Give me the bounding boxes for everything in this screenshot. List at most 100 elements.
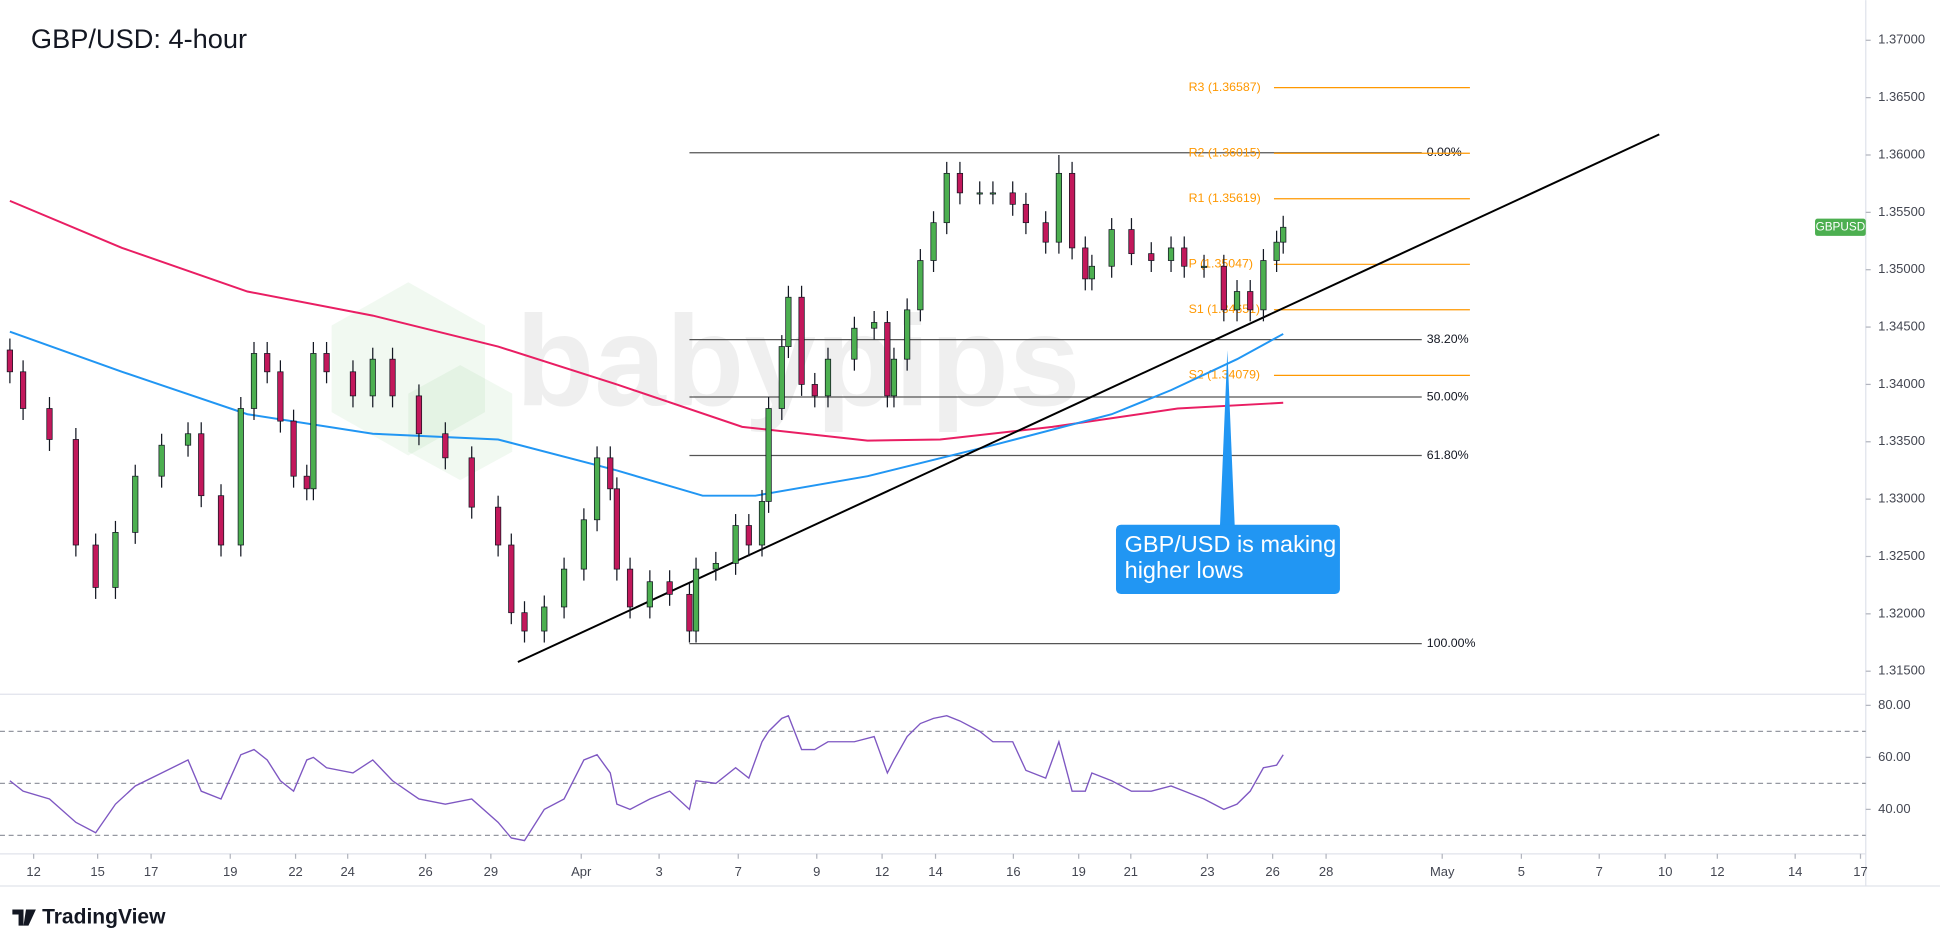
y-tick-label: 1.32000	[1878, 605, 1925, 620]
callout-box	[1115, 524, 1340, 595]
candle-body	[415, 395, 423, 435]
candle-body	[613, 488, 620, 570]
candle-body	[1009, 192, 1016, 205]
x-tick-label: 22	[288, 864, 302, 879]
x-tick-label: May	[1430, 864, 1455, 879]
y-tick-label: 80.00	[1878, 697, 1911, 712]
x-tick-label: 28	[1319, 864, 1333, 879]
x-tick-label: 26	[418, 864, 432, 879]
candle-body	[1260, 260, 1267, 311]
brand-name: TradingView	[42, 906, 166, 929]
candle-body	[264, 353, 271, 373]
x-tick-label: 14	[928, 864, 942, 879]
candle-body	[1247, 291, 1254, 311]
candle-body	[184, 433, 192, 446]
candle-body	[442, 433, 449, 459]
x-tick-label: 21	[1124, 864, 1138, 879]
y-tick-label: 1.33000	[1878, 491, 1925, 506]
candle-body	[1220, 265, 1227, 311]
candle-body	[560, 568, 568, 608]
y-tick-label: 1.31500	[1878, 663, 1925, 678]
brand-icon-dot	[25, 909, 31, 915]
x-tick-label: 17	[144, 864, 158, 879]
candle-body	[495, 506, 502, 546]
candle-body	[1108, 229, 1115, 267]
x-tick-label: Apr	[571, 864, 592, 879]
x-tick-label: 23	[1200, 864, 1214, 879]
candle-body	[277, 371, 284, 422]
candle-body	[851, 327, 858, 360]
candle-body	[692, 568, 700, 632]
candle-body	[468, 457, 475, 508]
watermark-hex	[408, 365, 513, 481]
candle-body	[1055, 172, 1062, 243]
callout-arrow	[1219, 350, 1235, 528]
candle-body	[976, 192, 983, 195]
candle-body	[46, 408, 53, 440]
pivot-label: R2 (1.36015)	[1189, 146, 1261, 160]
candle-body	[956, 172, 964, 194]
candle-body	[798, 296, 805, 385]
y-tick-label: 1.34500	[1878, 319, 1925, 334]
candle-body	[508, 544, 515, 614]
y-tick-label: 1.33500	[1878, 433, 1925, 448]
y-tick-label: 1.36500	[1878, 89, 1925, 104]
y-tick-label: 1.36000	[1878, 146, 1925, 161]
candle-body	[1068, 172, 1076, 249]
candle-body	[811, 384, 818, 397]
pivot-label: R1 (1.35619)	[1189, 191, 1261, 205]
candle-body	[778, 346, 785, 409]
x-tick-label: 9	[813, 864, 820, 879]
candle-body	[72, 439, 79, 546]
y-tick-label: 1.32500	[1878, 548, 1925, 563]
candle-body	[884, 322, 891, 397]
candle-body	[593, 457, 601, 521]
candle-body	[917, 260, 924, 311]
x-tick-label: 5	[1518, 864, 1525, 879]
candle-body	[745, 525, 752, 546]
x-tick-label: 14	[1788, 864, 1802, 879]
callout-text: higher lows	[1125, 557, 1244, 583]
candle-body	[930, 222, 937, 261]
candle-body	[1042, 222, 1049, 243]
x-tick-label: 15	[90, 864, 104, 879]
x-tick-label: 12	[875, 864, 889, 879]
x-tick-label: 26	[1265, 864, 1279, 879]
candle-body	[1273, 241, 1280, 261]
x-tick-label: 24	[340, 864, 354, 879]
candle-body	[112, 532, 119, 588]
candle-body	[871, 322, 878, 329]
candle-body	[323, 353, 330, 373]
watermark: babypips	[331, 282, 1080, 481]
candle-body	[6, 349, 13, 373]
x-tick-label: 19	[223, 864, 237, 879]
candle-body	[580, 519, 587, 570]
candle-body	[290, 420, 297, 477]
candle-body	[1233, 291, 1241, 311]
callout-text: GBP/USD is making	[1125, 531, 1337, 557]
chart-title: GBP/USD: 4-hour	[31, 23, 247, 54]
candle-body	[1167, 247, 1175, 261]
candle-body	[943, 172, 950, 224]
candle-body	[237, 408, 244, 546]
symbol-badge	[1815, 218, 1866, 236]
fib-label: 61.80%	[1427, 448, 1469, 462]
fib-label: 100.00%	[1427, 636, 1476, 650]
candle-body	[303, 475, 310, 490]
symbol-badge-label: GBPUSD	[1816, 220, 1866, 233]
candle-body	[686, 593, 693, 632]
candle-body	[785, 296, 792, 347]
y-tick-label: 1.37000	[1878, 32, 1925, 47]
candle-body	[521, 612, 528, 632]
y-tick-label: 40.00	[1878, 801, 1911, 816]
fib-label: 0.00%	[1427, 145, 1462, 159]
candle-body	[1280, 226, 1287, 243]
fib-label: 50.00%	[1427, 389, 1469, 403]
x-tick-label: 19	[1071, 864, 1085, 879]
candle-body	[1128, 229, 1135, 255]
pivot-label: R3 (1.36587)	[1189, 80, 1261, 94]
y-tick-label: 1.34000	[1878, 376, 1925, 391]
candle-body	[758, 501, 766, 546]
